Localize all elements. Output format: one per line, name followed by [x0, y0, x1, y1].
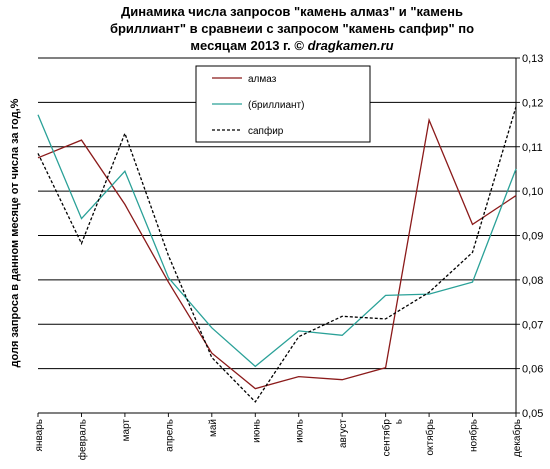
- series-line: [37, 106, 517, 403]
- gridlines: [38, 57, 520, 414]
- y-axis-label: доля запроса в данном месяце от числа за…: [9, 98, 21, 367]
- legend-label: алмаз: [248, 74, 277, 85]
- x-tick-label: июль: [295, 419, 306, 443]
- y-tick-label: 0,11: [522, 142, 543, 154]
- x-tick-label: ь: [394, 419, 405, 424]
- x-axis-ticks: январь февраль март апрель май июнь июль август…: [34, 413, 523, 460]
- y-tick-label: 0,08: [522, 275, 543, 287]
- series-lines: [37, 106, 517, 403]
- chart-title-line-3: месяцам 2013 г. © dragkamen.ru: [190, 38, 393, 53]
- x-tick-label: апрель: [164, 419, 175, 452]
- x-tick-label: май: [208, 419, 219, 437]
- y-tick-label: 0,07: [522, 319, 543, 331]
- x-tick-label: июнь: [251, 419, 262, 443]
- series-line: [37, 117, 517, 390]
- y-tick-label: 0,10: [522, 186, 543, 198]
- chart-title-line-1: Динамика числа запросов "камень алмаз" и…: [121, 4, 463, 19]
- x-tick-label: декабрь: [511, 419, 523, 457]
- x-tick-label: август: [338, 419, 349, 448]
- x-tick-label: январь: [34, 419, 45, 451]
- y-tick-label: 0,09: [522, 231, 543, 243]
- series-line: [37, 114, 517, 368]
- y-tick-label: 0,06: [522, 364, 543, 376]
- chart-title-line-2: бриллиант" в сравнеии с запросом "камень…: [110, 21, 474, 36]
- x-tick-label: ноябрь: [468, 419, 480, 452]
- y-tick-label: 0,12: [522, 97, 543, 109]
- x-tick-label: февраль: [76, 419, 88, 460]
- chart-title: Динамика числа запросов "камень алмаз" и…: [110, 4, 474, 53]
- y-tick-label: 0,05: [522, 408, 543, 420]
- legend-label: сапфир: [248, 125, 284, 137]
- x-tick-label: октябрь: [424, 419, 436, 456]
- legend: алмаз (бриллиант) сапфир: [195, 65, 371, 143]
- legend-label: (бриллиант): [248, 99, 304, 111]
- x-tick-label: март: [121, 419, 132, 442]
- y-tick-label: 0,13: [522, 53, 543, 65]
- x-tick-label: сентябр: [381, 419, 393, 457]
- y-axis-ticks: 0,05 0,06 0,07 0,08 0,09 0,10 0,11 0,12 0,13: [522, 53, 543, 420]
